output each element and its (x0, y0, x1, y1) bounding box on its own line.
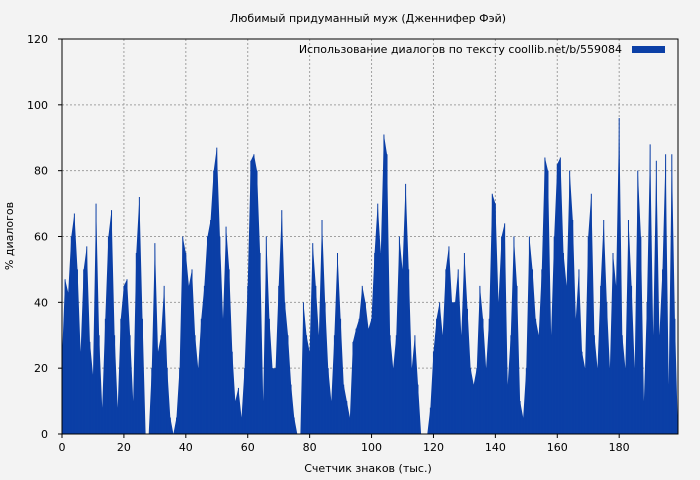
x-tick-label: 100 (361, 441, 382, 454)
y-tick-label: 120 (27, 33, 48, 46)
y-tick-label: 60 (34, 231, 48, 244)
x-axis-title: Счетчик знаков (тыс.) (304, 462, 432, 475)
legend-swatch (632, 46, 665, 53)
x-tick-label: 120 (423, 441, 444, 454)
y-tick-label: 20 (34, 362, 48, 375)
y-tick-label: 80 (34, 165, 48, 178)
y-tick-label: 0 (41, 428, 48, 441)
x-tick-label: 180 (609, 441, 630, 454)
x-tick-label: 80 (303, 441, 317, 454)
x-tick-label: 40 (179, 441, 193, 454)
legend: Использование диалогов по тексту coollib… (299, 43, 665, 56)
series-area (62, 118, 678, 434)
x-tick-label: 0 (59, 441, 66, 454)
ticks: 0 20 40 60 80 100 120 140 160 180 0 20 40 60 80 100 120 (27, 33, 630, 454)
x-tick-label: 60 (241, 441, 255, 454)
y-tick-label: 40 (34, 296, 48, 309)
x-tick-label: 20 (117, 441, 131, 454)
legend-label: Использование диалогов по тексту coollib… (299, 43, 622, 56)
chart-title: Любимый придуманный муж (Дженнифер Фэй) (230, 12, 506, 25)
x-tick-label: 140 (485, 441, 506, 454)
x-tick-label: 160 (547, 441, 568, 454)
y-tick-label: 100 (27, 99, 48, 112)
series-layer (61, 118, 678, 434)
y-axis-title: % диалогов (3, 202, 16, 270)
